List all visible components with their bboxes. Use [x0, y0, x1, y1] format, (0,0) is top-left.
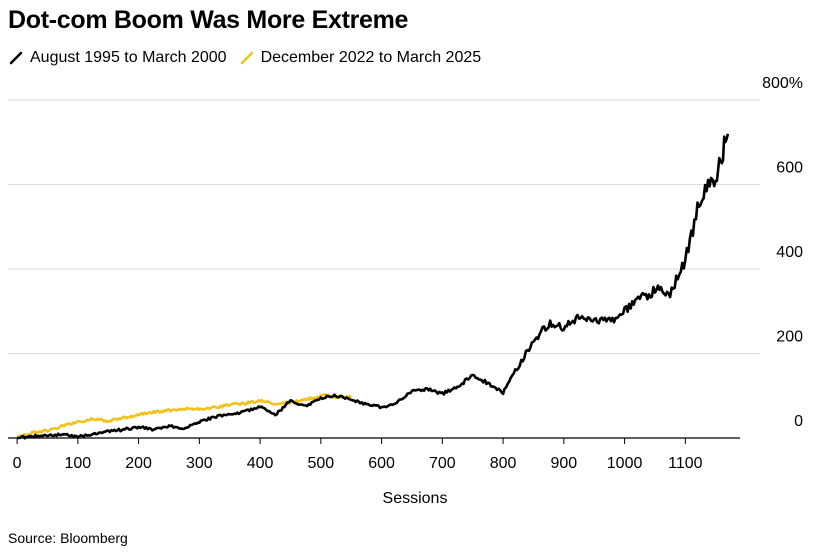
legend: August 1995 to March 2000 December 2022 …	[8, 49, 493, 67]
y-tick-label-200: 200	[776, 329, 803, 346]
x-tick-label-1100: 1100	[668, 455, 703, 472]
chart-title: Dot-com Boom Was More Extreme	[8, 6, 409, 34]
x-tick-label-100: 100	[65, 455, 92, 472]
legend-swatch-dotcom	[9, 51, 23, 65]
y-tick-label-800: 800%	[762, 75, 803, 92]
x-axis: 0 100 200 300 400 500 600 700 800 900 1000 1100	[8, 437, 740, 472]
y-tick-label-400: 400	[776, 244, 803, 261]
x-axis-label: Sessions	[383, 490, 448, 507]
y-axis-tick-labels: 0 200 400 600 800%	[762, 75, 803, 430]
series-line-dotcom	[17, 133, 730, 440]
legend-label-dotcom: August 1995 to March 2000	[30, 49, 227, 66]
x-tick-label-700: 700	[429, 455, 456, 472]
x-tick-label-1000: 1000	[607, 455, 643, 472]
x-tick-label-0: 0	[13, 455, 22, 472]
legend-item-recent: December 2022 to March 2025	[239, 49, 482, 67]
source-note: Source: Bloomberg	[8, 530, 128, 546]
x-tick-label-900: 900	[550, 455, 577, 472]
x-tick-label-300: 300	[186, 455, 213, 472]
x-tick-label-400: 400	[247, 455, 274, 472]
legend-swatch-recent	[240, 51, 253, 65]
y-tick-label-0: 0	[794, 413, 803, 430]
x-tick-label-200: 200	[125, 455, 152, 472]
grid-lines	[8, 99, 760, 354]
x-tick-label-800: 800	[490, 455, 517, 472]
y-tick-label-600: 600	[776, 160, 803, 177]
series-line-recent	[16, 393, 353, 439]
x-tick-label-600: 600	[368, 455, 395, 472]
legend-item-dotcom: August 1995 to March 2000	[8, 49, 227, 67]
legend-label-recent: December 2022 to March 2025	[260, 49, 482, 66]
series-lines	[16, 133, 730, 440]
x-tick-label-500: 500	[307, 455, 334, 472]
